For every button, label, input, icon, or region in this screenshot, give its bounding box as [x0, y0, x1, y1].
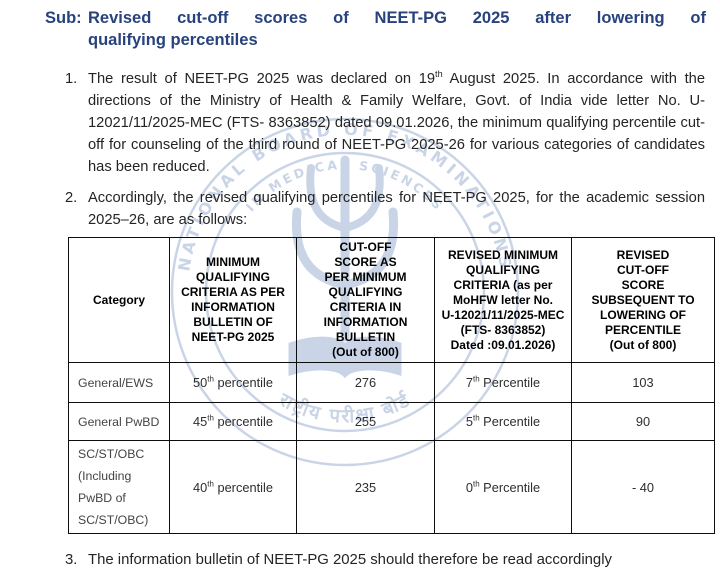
col-header-category: Category	[68, 237, 170, 363]
cell-revised-cutoff: - 40	[571, 440, 715, 534]
cell-revised-min: 7th Percentile	[434, 362, 572, 403]
cell-revised-cutoff: 90	[571, 402, 715, 441]
document-page: { "title": { "prefix": "Sub:", "line1": …	[0, 7, 720, 568]
paragraph-2-number: 2.	[65, 190, 78, 206]
cell-category: General PwBD	[68, 402, 170, 441]
table-header-row: Category MINIMUM QUALIFYING CRITERIA AS …	[68, 237, 715, 363]
paragraph-1-text: The result of NEET-PG 2025 was declared …	[88, 69, 706, 175]
cell-min-qualifying: 40th percentile	[169, 440, 297, 534]
subject-line-2: qualifying percentiles	[88, 31, 258, 49]
paragraph-1: 1. The result of NEET-PG 2025 was declar…	[65, 68, 705, 178]
cell-cutoff-score: 235	[296, 440, 435, 534]
cell-min-qualifying: 45th percentile	[169, 402, 297, 441]
revised-cutoff-table: Category MINIMUM QUALIFYING CRITERIA AS …	[68, 237, 715, 534]
paragraph-2: 2. Accordingly, the revised qualifying p…	[65, 187, 705, 231]
col-header-revised-min: REVISED MINIMUM QUALIFYING CRITERIA (as …	[434, 237, 572, 363]
paragraph-2-text: Accordingly, the revised qualifying perc…	[88, 190, 705, 228]
cell-revised-cutoff: 103	[571, 362, 715, 403]
paragraph-3-number: 3.	[65, 552, 78, 568]
table-row-general-ews: General/EWS 50th percentile 276 7th Perc…	[68, 362, 715, 403]
cell-cutoff-score: 276	[296, 362, 435, 403]
subject-text: Revised cut-off scores of NEET-PG 2025 a…	[88, 7, 706, 51]
cell-category: SC/ST/OBC (Including PwBD of SC/ST/OBC)	[68, 440, 170, 534]
cell-min-qualifying: 50th percentile	[169, 362, 297, 403]
paragraph-3: 3. The information bulletin of NEET-PG 2…	[65, 549, 705, 571]
cell-cutoff-score: 255	[296, 402, 435, 441]
table-row-general-pwbd: General PwBD 45th percentile 255 5th Per…	[68, 402, 715, 441]
cell-revised-min: 5th Percentile	[434, 402, 572, 441]
subject-label: Sub:	[45, 9, 82, 27]
paragraph-3-text: The information bulletin of NEET-PG 2025…	[88, 552, 612, 568]
col-header-revised-cutoff: REVISED CUT-OFF SCORE SUBSEQUENT TO LOWE…	[571, 237, 715, 363]
cell-category: General/EWS	[68, 362, 170, 403]
cell-revised-min: 0th Percentile	[434, 440, 572, 534]
subject-heading: Sub: Revised cut-off scores of NEET-PG 2…	[45, 7, 706, 51]
paragraph-1-number: 1.	[65, 71, 78, 87]
table-row-sc-st-obc: SC/ST/OBC (Including PwBD of SC/ST/OBC) …	[68, 440, 715, 534]
subject-line-1: Revised cut-off scores of NEET-PG 2025 a…	[88, 9, 706, 27]
document-content: Sub: Revised cut-off scores of NEET-PG 2…	[0, 7, 720, 571]
col-header-cutoff-score: CUT-OFF SCORE AS PER MINIMUM QUALIFYING …	[296, 237, 435, 363]
col-header-min-qualifying: MINIMUM QUALIFYING CRITERIA AS PER INFOR…	[169, 237, 297, 363]
